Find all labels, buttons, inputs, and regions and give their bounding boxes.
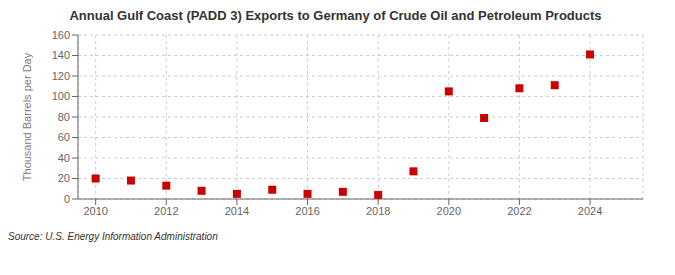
svg-text:20: 20: [58, 172, 70, 184]
svg-text:0: 0: [64, 193, 70, 205]
svg-text:2020: 2020: [437, 205, 461, 217]
svg-text:160: 160: [52, 29, 70, 41]
svg-text:2012: 2012: [154, 205, 178, 217]
svg-text:60: 60: [58, 131, 70, 143]
svg-text:2016: 2016: [295, 205, 319, 217]
svg-text:80: 80: [58, 111, 70, 123]
svg-text:2018: 2018: [366, 205, 390, 217]
svg-text:100: 100: [52, 90, 70, 102]
svg-text:40: 40: [58, 152, 70, 164]
html-text:Annual Gulf Coast (PADD 3) Exp: Annual Gulf Coast (PADD 3) Exports to Ge…: [69, 8, 602, 23]
svg-text:2010: 2010: [83, 205, 107, 217]
svg-text:Thousand Barrels per Day: Thousand Barrels per Day: [21, 52, 33, 181]
html-text:Source: U.S. Energy Informatio: Source: U.S. Energy Information Administ…: [8, 231, 218, 242]
svg-text:2014: 2014: [225, 205, 249, 217]
svg-text:2024: 2024: [578, 205, 602, 217]
svg-text:120: 120: [52, 70, 70, 82]
svg-text:2022: 2022: [507, 205, 531, 217]
svg-text:140: 140: [52, 49, 70, 61]
